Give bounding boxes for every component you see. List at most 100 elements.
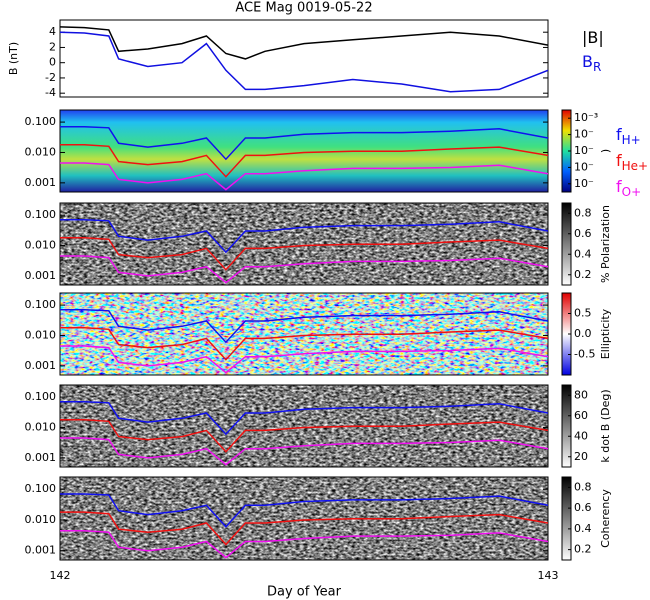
- colorbar-tick-label: 10⁻: [574, 160, 594, 173]
- y-tick-label: 0.001: [25, 451, 57, 464]
- legend-sub: He+: [622, 159, 648, 173]
- series-line: [60, 511, 548, 546]
- y-tick-label: 0.100: [25, 482, 57, 495]
- y-tick-label: 0.001: [25, 269, 57, 282]
- chart-title: ACE Mag 0019-05-22: [235, 1, 372, 16]
- spectrogram-bg: [60, 203, 548, 285]
- y-tick-label: 0.100: [25, 390, 57, 403]
- y-tick-label: 0: [49, 56, 56, 69]
- colorbar-tick-label: 80: [574, 388, 588, 401]
- y-tick-label: -2: [45, 71, 56, 84]
- colorbar-tick-label: 0.8: [574, 480, 592, 493]
- series-line: [60, 309, 548, 344]
- series-line: [60, 529, 548, 559]
- y-tick-label: 0.100: [25, 115, 57, 128]
- colorbar-label: Coherency: [599, 489, 612, 548]
- legend-label: BR: [582, 52, 601, 74]
- y-tick-label: 0.001: [25, 359, 57, 372]
- legend-name: f: [616, 177, 622, 196]
- series-line: [60, 345, 548, 374]
- y-tick-label: 0.010: [25, 420, 57, 433]
- colorbar-label: % Polarization: [599, 205, 612, 283]
- y-tick-label: 2: [49, 40, 56, 53]
- legend-label: |B|: [582, 28, 604, 47]
- colorbar-tick-label: 10⁻: [574, 177, 594, 190]
- panel: -4 -2 0 2 4 B (nT) |B| BR: [7, 19, 604, 99]
- plot-frame: [59, 19, 549, 98]
- plot-frame: [59, 202, 549, 286]
- plot-frame: [59, 384, 549, 468]
- series-line: [60, 255, 548, 284]
- y-tick-label: -4: [45, 86, 56, 99]
- colorbar-tick-label: 40: [574, 429, 588, 442]
- series-line: [60, 143, 548, 178]
- y-tick-label: 4: [49, 25, 56, 38]
- series-line: [60, 326, 548, 361]
- series-line: [60, 126, 548, 161]
- series-line: [60, 437, 548, 466]
- y-tick-label: 0.010: [25, 328, 57, 341]
- colorbar-label: ): [599, 149, 612, 153]
- panel: -0.5 0.0 0.5 Ellipticity 0.001 0.010 0.100: [25, 292, 612, 376]
- series-line: [60, 31, 548, 93]
- colorbar-tick-label: 0.2: [574, 268, 592, 281]
- x-tick-label: 143: [538, 569, 559, 582]
- y-tick-label: 0.100: [25, 298, 57, 311]
- y-tick-label: 0.001: [25, 544, 57, 557]
- panel: 0.2 0.4 0.6 0.8 % Polarization 0.001 0.010 0.10…: [25, 202, 612, 286]
- panel: 20 40 60 80 k dot B (Deg) 0.001 0.010 0.100: [25, 384, 612, 468]
- legend-sub: R: [593, 60, 601, 74]
- y-tick-label: 0.010: [25, 513, 57, 526]
- x-axis-label: Day of Year: [267, 585, 342, 600]
- legend-name: |B|: [582, 28, 604, 47]
- colorbar-tick-label: 0.2: [574, 543, 592, 556]
- colorbar-tick-label: 10⁻: [574, 128, 594, 141]
- spectrogram-bg: [60, 110, 548, 192]
- colorbar-tick-label: 0.4: [574, 247, 592, 260]
- colorbar-tick-label: 0.6: [574, 227, 592, 240]
- colorbar-tick-label: 0.8: [574, 206, 592, 219]
- colorbar-label: Ellipticity: [599, 308, 612, 359]
- colorbar-tick-label: 0.6: [574, 501, 592, 514]
- x-tick-label: 142: [50, 569, 71, 582]
- panel: 0.2 0.4 0.6 0.8 Coherency 0.001 0.010 0.100 142 1…: [25, 476, 612, 582]
- spectrogram-bg: [60, 477, 548, 560]
- plot-frame: [59, 476, 549, 561]
- colorbar: [561, 202, 572, 286]
- colorbar-tick-label: 0.0: [574, 327, 592, 340]
- series-line: [60, 162, 548, 191]
- colorbar-tick-label: 0.5: [574, 307, 592, 320]
- colorbar: [561, 384, 572, 468]
- colorbar-label: k dot B (Deg): [599, 389, 612, 462]
- colorbar-tick-label: 0.4: [574, 522, 592, 535]
- series-line: [60, 418, 548, 453]
- colorbar-tick-label: 10⁻: [574, 144, 594, 157]
- series-line: [60, 401, 548, 436]
- y-tick-label: 0.001: [25, 176, 57, 189]
- y-tick-label: 0.010: [25, 145, 57, 158]
- series-line: [60, 219, 548, 254]
- colorbar-tick-label: 20: [574, 450, 588, 463]
- plot-frame: [59, 109, 549, 193]
- spectrogram-bg: [60, 385, 548, 467]
- legend-label: fO+: [616, 177, 641, 199]
- series-line: [60, 493, 548, 528]
- panel: 10⁻³10⁻10⁻10⁻10⁻)0.0010.0100.100fH+fHe+f…: [25, 109, 648, 199]
- colorbar-tick-label: 60: [574, 409, 588, 422]
- y-tick-label: 0.010: [25, 238, 57, 251]
- y-axis-label: B (nT): [7, 42, 20, 75]
- series-line: [60, 236, 548, 271]
- colorbar-tick-label: 10⁻³: [574, 111, 598, 124]
- legend-label: fHe+: [616, 151, 648, 173]
- series-line: [60, 26, 548, 60]
- colorbar: [561, 476, 572, 561]
- spectrogram-bg: [60, 293, 548, 375]
- legend-label: fH+: [616, 125, 641, 147]
- plot-frame: [59, 292, 549, 376]
- colorbar-tick-label: -0.5: [574, 348, 595, 361]
- legend-sub: O+: [622, 185, 642, 199]
- legend-name: f: [616, 151, 622, 170]
- legend-sub: H+: [622, 133, 641, 147]
- y-tick-label: 0.100: [25, 208, 57, 221]
